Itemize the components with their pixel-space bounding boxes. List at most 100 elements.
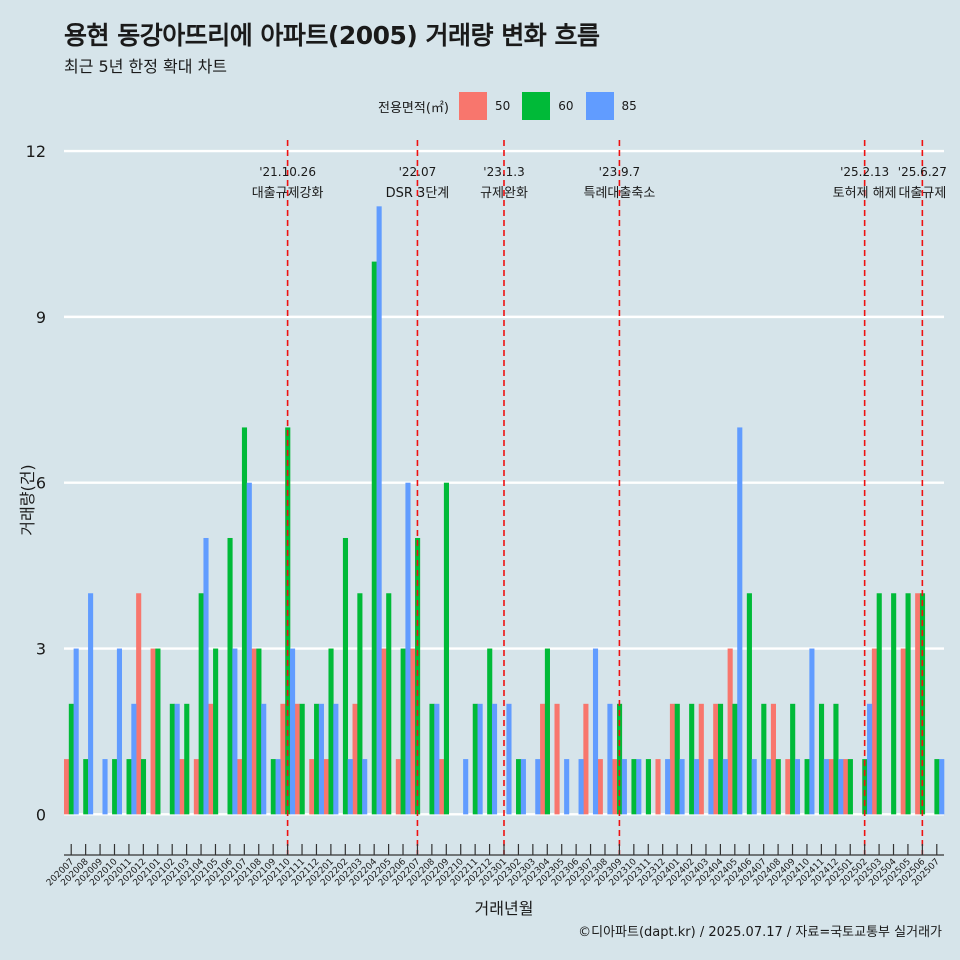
- bar-60-202204: [371, 261, 377, 815]
- bar-50-202101: [150, 648, 156, 815]
- bar-50-202203: [352, 703, 358, 815]
- bar-60-202311: [645, 759, 651, 815]
- source-caption: ©디아파트(dapt.kr) / 2025.07.17 / 자료=국토교통부 실…: [578, 925, 942, 940]
- bar-50-202209: [439, 759, 445, 815]
- bar-60-202406: [746, 593, 752, 815]
- event-label: 대출규제강화: [252, 186, 324, 201]
- bar-85-202309: [621, 759, 627, 815]
- bar-85-202402: [693, 759, 700, 815]
- bar-85-202112: [318, 703, 324, 815]
- bar-85-202010: [116, 648, 123, 815]
- bar-85-202208: [434, 703, 440, 815]
- event-label: 대출규제: [898, 186, 946, 201]
- bar-60-202507: [934, 759, 940, 815]
- event-label: DSR 3단계: [386, 186, 450, 201]
- bar-60-202304: [544, 648, 550, 815]
- bar-50-202104: [193, 759, 199, 815]
- bar-50-202105: [208, 703, 214, 815]
- bar-60-202404: [717, 703, 724, 815]
- bar-60-202310: [631, 759, 637, 815]
- bar-85-202305: [564, 759, 570, 815]
- bar-85-202502: [867, 703, 873, 815]
- bar-50-202201: [323, 759, 329, 815]
- event-date: '21.10.26: [259, 165, 316, 179]
- bar-60-202410: [804, 759, 810, 815]
- legend-label-50: 50: [494, 99, 511, 113]
- bar-60-202008: [83, 759, 89, 815]
- bar-50-202111: [294, 703, 300, 815]
- bar-50-202207: [410, 648, 416, 815]
- y-tick-label: 12: [26, 142, 46, 161]
- x-axis-title: 거래년월: [475, 899, 534, 918]
- bar-85-202202: [347, 759, 353, 815]
- bar-85-202206: [405, 482, 411, 815]
- bar-85-202312: [665, 759, 671, 815]
- event-label: 규제완화: [480, 186, 528, 201]
- bar-85-202406: [751, 759, 757, 815]
- bar-85-202210: [463, 759, 469, 815]
- bar-50-202401: [669, 703, 676, 815]
- bar-60-202209: [443, 482, 449, 815]
- bar-60-202502: [862, 759, 868, 815]
- bar-50-202408: [770, 703, 776, 815]
- bar-60-202208: [429, 703, 435, 815]
- y-tick-label: 0: [36, 805, 46, 824]
- bar-60-202503: [876, 593, 882, 815]
- bar-85-202401: [679, 759, 685, 815]
- y-tick-label: 6: [36, 474, 46, 493]
- bar-60-202501: [847, 759, 853, 815]
- bar-85-202507: [939, 759, 945, 815]
- bar-60-202412: [833, 703, 839, 815]
- bar-60-202102: [169, 703, 175, 815]
- bar-60-202103: [184, 703, 190, 815]
- legend-label-85: 85: [621, 99, 637, 113]
- bar-60-202101: [155, 648, 161, 815]
- bar-50-202205: [381, 648, 387, 815]
- bar-60-202504: [891, 593, 897, 815]
- y-axis-title: 거래량(건): [18, 464, 37, 535]
- bar-50-202103: [179, 759, 185, 815]
- bar-60-202109: [270, 759, 276, 815]
- bar-85-202411: [823, 759, 829, 815]
- bar-85-202102: [174, 703, 180, 815]
- bar-60-202202: [342, 537, 349, 815]
- bar-85-202011: [131, 703, 137, 815]
- y-axis: 0 3 6 9 12: [26, 142, 46, 824]
- legend-item-60: 60: [522, 92, 574, 120]
- bar-50-202403: [698, 703, 704, 815]
- bar-85-202308: [607, 703, 613, 815]
- bar-50-202307: [583, 703, 589, 815]
- bar-85-202203: [362, 759, 368, 815]
- bar-50-202412: [828, 759, 834, 815]
- legend-swatch-50: [458, 92, 487, 120]
- bar-50-202505: [900, 648, 906, 815]
- bar-50-202309: [612, 759, 618, 815]
- bar-85-202407: [766, 759, 772, 815]
- legend: 전용면적(㎡) 50 60 85: [378, 92, 649, 120]
- bar-85-202110: [290, 648, 296, 815]
- legend-item-50: 50: [458, 92, 511, 120]
- bar-85-202007: [73, 648, 79, 815]
- bars: [64, 206, 945, 815]
- bar-60-202108: [256, 648, 262, 815]
- bar-85-202211: [477, 703, 483, 815]
- bar-85-202104: [203, 537, 209, 815]
- bar-85-202302: [520, 759, 526, 815]
- bar-85-202307: [592, 648, 599, 815]
- bar-50-202409: [785, 759, 791, 815]
- bar-85-202405: [737, 427, 743, 815]
- bar-60-202205: [386, 593, 392, 815]
- bar-60-202111: [299, 703, 305, 815]
- bar-85-202107: [246, 482, 252, 815]
- bar-50-202312: [655, 759, 661, 815]
- bar-85-202201: [333, 703, 339, 815]
- bar-85-202204: [376, 206, 382, 815]
- bar-60-202107: [241, 427, 248, 815]
- legend-title: 전용면적(㎡): [378, 100, 449, 116]
- bar-60-202011: [126, 759, 132, 815]
- bar-60-202104: [198, 593, 204, 815]
- bar-85-202212: [491, 703, 498, 815]
- bar-85-202108: [261, 703, 267, 815]
- bar-60-202201: [328, 648, 334, 815]
